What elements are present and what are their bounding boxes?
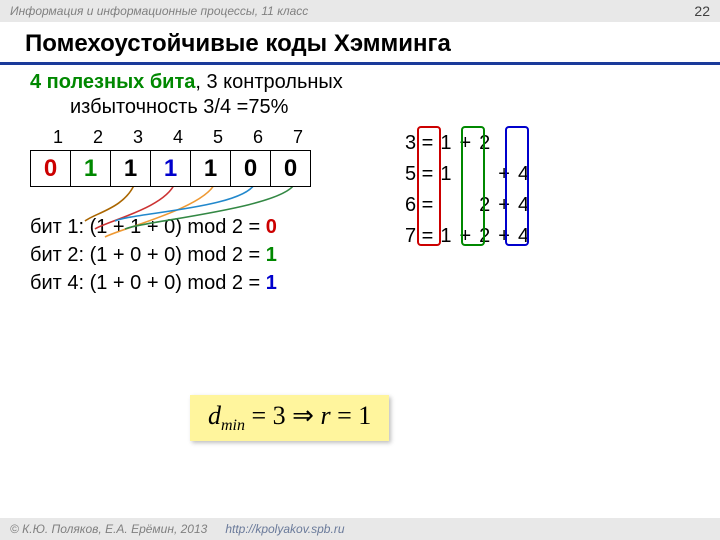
eq-cell: 4 bbox=[515, 222, 532, 251]
bit-row: 0111100 bbox=[31, 151, 311, 187]
bit-cell: 1 bbox=[111, 151, 151, 187]
eq-cell: 1 bbox=[437, 160, 454, 189]
eq-cell: 7 = bbox=[402, 222, 435, 251]
bit-pos: 4 bbox=[158, 127, 198, 148]
eq-cell: 3 = bbox=[402, 129, 435, 158]
dmin-sub: min bbox=[221, 417, 245, 434]
eq-cell: 5 = bbox=[402, 160, 435, 189]
eq-cell bbox=[437, 191, 454, 220]
eq-cell: 2 bbox=[476, 222, 493, 251]
bit-cell: 0 bbox=[31, 151, 71, 187]
page-number: 22 bbox=[694, 3, 710, 19]
bit-cell: 0 bbox=[271, 151, 311, 187]
dmin-var: d bbox=[208, 401, 221, 430]
equations-table: 3 =1+25 =1+46 =2+47 =1+2+4 bbox=[400, 127, 534, 253]
bit-pos: 5 bbox=[198, 127, 238, 148]
intro-rest: , 3 контрольных bbox=[195, 71, 342, 93]
calc-line: бит 4: (1 + 0 + 0) mod 2 = 1 bbox=[30, 269, 380, 297]
bit-positions: 1234567 bbox=[30, 127, 380, 148]
intro-redundancy: избыточность 3/4 =75% bbox=[30, 96, 690, 119]
right-column: 3 =1+25 =1+46 =2+47 =1+2+4 bbox=[380, 127, 534, 297]
header: Информация и информационные процессы, 11… bbox=[0, 0, 720, 22]
eq-cell: 6 = bbox=[402, 191, 435, 220]
eq-cell bbox=[456, 160, 474, 189]
calc-line: бит 1: (1 + 1 + 0) mod 2 = 0 bbox=[30, 213, 380, 241]
bit-cell: 1 bbox=[191, 151, 231, 187]
eq-cell: + bbox=[495, 222, 513, 251]
footer: © К.Ю. Поляков, Е.А. Ерёмин, 2013 http:/… bbox=[0, 518, 720, 540]
bit-pos: 7 bbox=[278, 127, 318, 148]
eq-row: 3 =1+2 bbox=[402, 129, 532, 158]
useful-bits: 4 полезных бита bbox=[30, 71, 195, 93]
eq-cell bbox=[515, 129, 532, 158]
r-var: r bbox=[320, 401, 330, 430]
eq-row: 5 =1 +4 bbox=[402, 160, 532, 189]
eq-cell: 4 bbox=[515, 160, 532, 189]
formula-eq: = 3 ⇒ bbox=[245, 401, 320, 430]
eq-cell bbox=[476, 160, 493, 189]
main-row: 1234567 0111100 бит 1: (1 + 1 + 0) mod 2… bbox=[30, 127, 690, 297]
r-val: = 1 bbox=[331, 401, 372, 430]
intro-line1: 4 полезных бита, 3 контрольных bbox=[30, 71, 690, 94]
formula-box: dmin = 3 ⇒ r = 1 bbox=[190, 395, 389, 441]
eq-row: 6 = 2+4 bbox=[402, 191, 532, 220]
eq-cell bbox=[456, 191, 474, 220]
eq-cell: 2 bbox=[476, 129, 493, 158]
eq-cell: 1 bbox=[437, 129, 454, 158]
left-column: 1234567 0111100 бит 1: (1 + 1 + 0) mod 2… bbox=[30, 127, 380, 297]
footer-url: http://kpolyakov.spb.ru bbox=[225, 522, 344, 536]
page-title: Помехоустойчивые коды Хэмминга bbox=[0, 22, 720, 65]
copyright: © К.Ю. Поляков, Е.А. Ерёмин, 2013 bbox=[10, 522, 207, 536]
bit-pos: 6 bbox=[238, 127, 278, 148]
calc-line: бит 2: (1 + 0 + 0) mod 2 = 1 bbox=[30, 241, 380, 269]
bit-table: 0111100 bbox=[30, 150, 311, 187]
bit-cell: 1 bbox=[151, 151, 191, 187]
eq-cell: 2 bbox=[476, 191, 493, 220]
course-label: Информация и информационные процессы, 11… bbox=[10, 4, 308, 18]
eq-cell: + bbox=[495, 191, 513, 220]
bit-cell: 1 bbox=[71, 151, 111, 187]
content: 4 полезных бита, 3 контрольных избыточно… bbox=[0, 71, 720, 297]
bit-cell: 0 bbox=[231, 151, 271, 187]
eq-cell: + bbox=[456, 129, 474, 158]
bit-pos: 2 bbox=[78, 127, 118, 148]
eq-row: 7 =1+2+4 bbox=[402, 222, 532, 251]
eq-cell bbox=[495, 129, 513, 158]
bit-pos: 1 bbox=[38, 127, 78, 148]
eq-cell: 1 bbox=[437, 222, 454, 251]
eq-cell: 4 bbox=[515, 191, 532, 220]
bit-pos: 3 bbox=[118, 127, 158, 148]
calc-lines: бит 1: (1 + 1 + 0) mod 2 = 0бит 2: (1 + … bbox=[30, 213, 380, 297]
eq-cell: + bbox=[495, 160, 513, 189]
eq-cell: + bbox=[456, 222, 474, 251]
